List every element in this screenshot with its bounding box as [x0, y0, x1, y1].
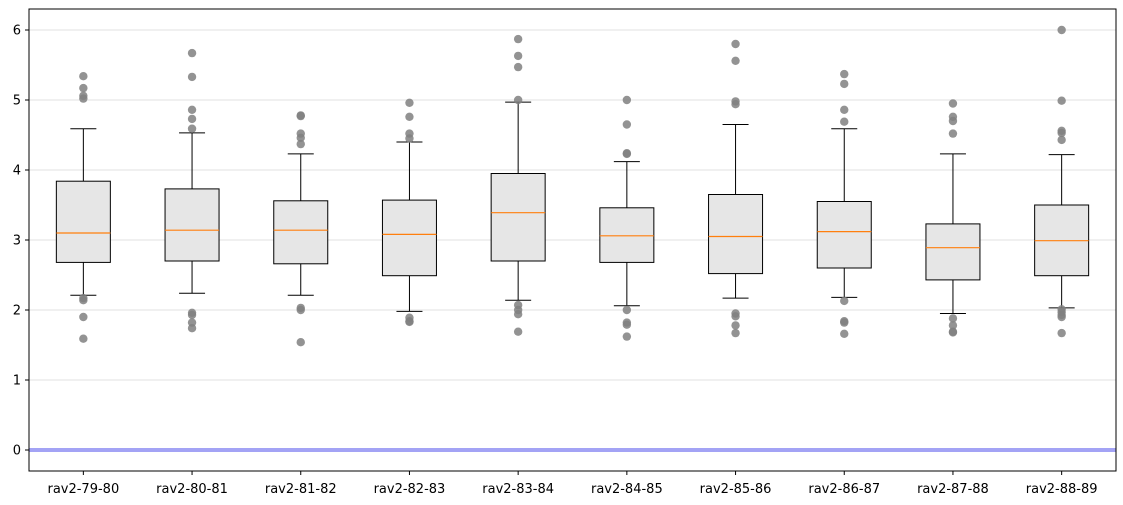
- outlier-point: [622, 120, 632, 129]
- x-tick-label: rav2-79-80: [47, 482, 119, 497]
- outlier-point: [622, 95, 632, 105]
- outlier-point: [622, 305, 632, 315]
- outlier-point: [948, 314, 958, 323]
- box-group: [381, 98, 437, 327]
- outlier-point: [187, 324, 197, 333]
- outlier-point: [622, 320, 632, 329]
- outlier-point: [296, 133, 305, 142]
- y-tick-label: 5: [13, 94, 21, 109]
- y-tick-label: 6: [13, 24, 21, 39]
- x-tick-label: rav2-88-89: [1026, 482, 1098, 497]
- box-body: [708, 194, 764, 275]
- box-group: [164, 48, 220, 333]
- y-axis: 0 1 2 3 4 5 6: [13, 24, 29, 459]
- x-tick-label: rav2-86-87: [808, 482, 880, 497]
- outlier-point: [840, 329, 849, 338]
- outlier-point: [296, 111, 305, 121]
- outlier-point: [187, 310, 197, 320]
- outlier-point: [79, 83, 88, 93]
- y-tick-label: 4: [13, 164, 21, 179]
- x-tick-label: rav2-82-83: [374, 482, 446, 497]
- x-axis: rav2-79-80 rav2-80-81 rav2-81-82 rav2-82-83…: [47, 471, 1098, 497]
- box-body: [925, 223, 981, 281]
- outlier-point: [79, 312, 88, 322]
- outlier-point: [513, 62, 523, 72]
- outlier-point: [948, 116, 958, 126]
- box-body: [490, 173, 546, 262]
- outlier-point: [948, 99, 958, 108]
- box-group: [708, 39, 764, 338]
- outlier-point: [79, 72, 88, 81]
- x-tick-label: rav2-85-86: [700, 482, 772, 497]
- outlier-point: [731, 328, 740, 338]
- outlier-point: [1057, 328, 1066, 338]
- outlier-point: [405, 134, 414, 143]
- outlier-point: [187, 48, 197, 58]
- outlier-point: [1057, 128, 1066, 138]
- outlier-point: [731, 312, 740, 321]
- box-group: [816, 69, 872, 338]
- box-group: [55, 72, 111, 343]
- box-group: [1034, 25, 1090, 338]
- box-body: [55, 180, 111, 263]
- outlier-point: [1057, 96, 1066, 105]
- outlier-point: [187, 105, 197, 115]
- x-tick-label: rav2-87-88: [917, 482, 989, 497]
- box-group: [925, 99, 981, 337]
- box-body: [381, 199, 437, 277]
- outlier-point: [840, 296, 849, 306]
- x-tick-label: rav2-84-85: [591, 482, 663, 497]
- outlier-point: [1057, 312, 1066, 322]
- outlier-point: [79, 296, 88, 305]
- y-tick-label: 1: [13, 374, 21, 389]
- box-body: [273, 200, 329, 265]
- outlier-point: [622, 149, 632, 159]
- y-tick-label: 0: [13, 444, 21, 459]
- x-tick-label: rav2-83-84: [482, 482, 554, 497]
- y-tick-label: 2: [13, 304, 21, 319]
- outlier-point: [840, 105, 849, 115]
- outlier-point: [731, 56, 740, 65]
- outlier-point: [187, 72, 197, 82]
- outlier-point: [296, 305, 305, 315]
- box-body: [816, 201, 872, 269]
- outlier-point: [513, 51, 523, 61]
- outlier-point: [948, 321, 958, 330]
- outlier-point: [840, 318, 849, 327]
- outlier-point: [296, 139, 305, 149]
- outlier-point: [187, 114, 197, 124]
- outlier-point: [1057, 25, 1066, 35]
- outlier-point: [948, 328, 958, 337]
- x-tick-label: rav2-80-81: [156, 482, 228, 497]
- box-body: [164, 188, 220, 262]
- outlier-point: [840, 69, 849, 79]
- outlier-point: [79, 334, 88, 343]
- boxes-layer: [55, 25, 1090, 347]
- outlier-point: [405, 98, 414, 108]
- outlier-point: [731, 321, 740, 330]
- x-tick-label: rav2-81-82: [265, 482, 337, 497]
- outlier-point: [948, 129, 958, 138]
- outlier-point: [405, 112, 414, 122]
- outlier-point: [840, 117, 849, 126]
- outlier-point: [513, 34, 523, 44]
- outlier-point: [513, 327, 523, 336]
- box-body: [599, 207, 655, 263]
- box-group: [490, 34, 546, 336]
- outlier-point: [513, 310, 523, 319]
- outlier-point: [731, 39, 740, 49]
- outlier-point: [513, 95, 523, 105]
- y-tick-label: 3: [13, 234, 21, 249]
- outlier-point: [405, 317, 414, 327]
- box-group: [273, 111, 329, 347]
- outlier-point: [1057, 135, 1066, 145]
- outlier-point: [296, 338, 305, 347]
- outlier-point: [840, 79, 849, 89]
- box-group: [599, 95, 655, 341]
- outlier-point: [622, 332, 632, 341]
- outlier-point: [731, 100, 740, 109]
- outlier-point: [187, 124, 197, 133]
- outlier-point: [79, 94, 88, 103]
